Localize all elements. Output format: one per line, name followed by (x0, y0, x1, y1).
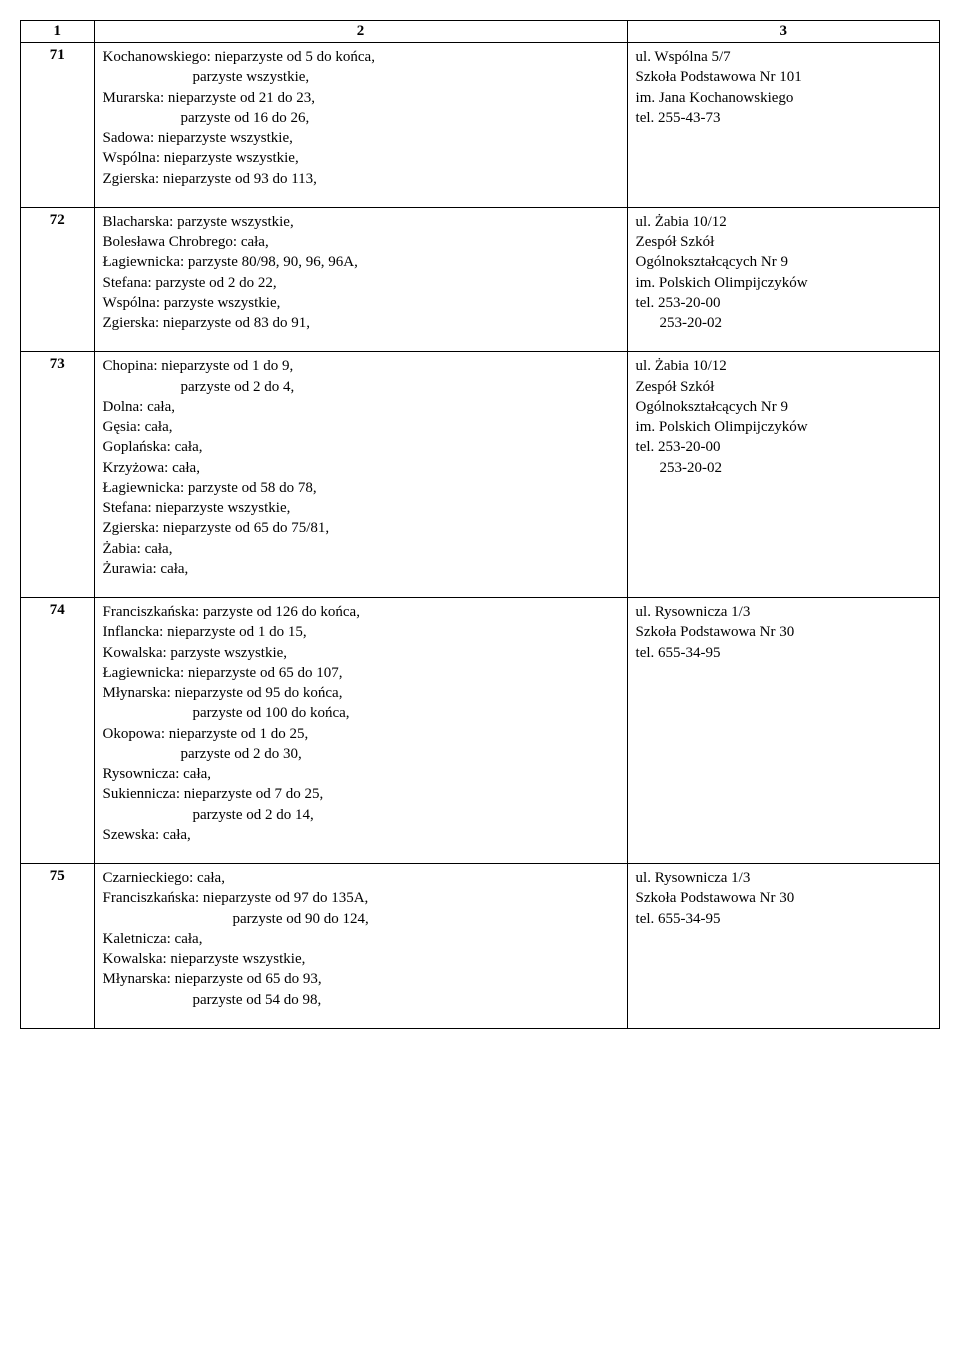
row-number: 72 (21, 207, 95, 352)
address-line: ul. Wspólna 5/7 (636, 47, 931, 67)
address-line: im. Polskich Olimpijczyków (636, 273, 931, 293)
description-line: Żabia: cała, (103, 539, 619, 559)
description-line: Zgierska: nieparzyste od 65 do 75/81, (103, 518, 619, 538)
description-line: Rysownicza: cała, (103, 764, 619, 784)
address-line: Szkoła Podstawowa Nr 30 (636, 622, 931, 642)
address-line: ul. Żabia 10/12 (636, 356, 931, 376)
table-row: 71 Kochanowskiego: nieparzyste od 5 do ko… (21, 43, 940, 208)
description-line: Łagiewnicka: parzyste 80/98, 90, 96, 96A… (103, 252, 619, 272)
description-line: Żurawia: cała, (103, 559, 619, 579)
row-description: Chopina: nieparzyste od 1 do 9,parzyste … (94, 352, 627, 598)
description-line: parzyste od 54 do 98, (103, 990, 619, 1010)
description-line: Czarnieckiego: cała, (103, 868, 619, 888)
description-line: Młynarska: nieparzyste od 95 do końca, (103, 683, 619, 703)
row-description: Czarnieckiego: cała,Franciszkańska: niep… (94, 864, 627, 1029)
description-line: Stefana: parzyste od 2 do 22, (103, 273, 619, 293)
description-line: Okopowa: nieparzyste od 1 do 25, (103, 724, 619, 744)
description-line: parzyste od 100 do końca, (103, 703, 619, 723)
address-line: Ogólnokształcących Nr 9 (636, 397, 931, 417)
description-line: Wspólna: parzyste wszystkie, (103, 293, 619, 313)
address-line: Zespół Szkół (636, 232, 931, 252)
table-row: 75Czarnieckiego: cała,Franciszkańska: ni… (21, 864, 940, 1029)
address-line: im. Jana Kochanowskiego (636, 88, 931, 108)
description-line: Dolna: cała, (103, 397, 619, 417)
row-number: 71 (21, 43, 95, 208)
header-col-1: 1 (21, 21, 95, 43)
row-address: ul. Żabia 10/12Zespół SzkółOgólnokształc… (627, 207, 939, 352)
address-line: ul. Rysownicza 1/3 (636, 868, 931, 888)
description-line: Blacharska: parzyste wszystkie, (103, 212, 619, 232)
row-number: 74 (21, 598, 95, 864)
description-line: parzyste od 2 do 4, (103, 377, 619, 397)
address-line: im. Polskich Olimpijczyków (636, 417, 931, 437)
description-line: Zgierska: nieparzyste od 93 do 113, (103, 169, 619, 189)
description-line: Kaletnicza: cała, (103, 929, 619, 949)
description-line: Zgierska: nieparzyste od 83 do 91, (103, 313, 619, 333)
description-line: Goplańska: cała, (103, 437, 619, 457)
description-line: Szewska: cała, (103, 825, 619, 845)
table-row: 73Chopina: nieparzyste od 1 do 9,parzyst… (21, 352, 940, 598)
row-description: Kochanowskiego: nieparzyste od 5 do końc… (94, 43, 627, 208)
address-line: Szkoła Podstawowa Nr 101 (636, 67, 931, 87)
description-line: parzyste od 2 do 30, (103, 744, 619, 764)
description-line: Krzyżowa: cała, (103, 458, 619, 478)
description-line: Bolesława Chrobrego: cała, (103, 232, 619, 252)
row-address: ul. Rysownicza 1/3Szkoła Podstawowa Nr 3… (627, 864, 939, 1029)
description-line: Łagiewnicka: parzyste od 58 do 78, (103, 478, 619, 498)
row-address: ul. Wspólna 5/7Szkoła Podstawowa Nr 101i… (627, 43, 939, 208)
row-number: 75 (21, 864, 95, 1029)
address-line: 253-20-02 (636, 313, 931, 333)
description-line: parzyste od 16 do 26, (103, 108, 619, 128)
address-line: tel. 655-34-95 (636, 909, 931, 929)
table-body: 71 Kochanowskiego: nieparzyste od 5 do ko… (21, 43, 940, 1029)
description-line: parzyste od 90 do 124, (103, 909, 619, 929)
description-line: Kochanowskiego: nieparzyste od 5 do końc… (103, 47, 619, 67)
address-line: tel. 253-20-00 (636, 293, 931, 313)
row-address: ul. Rysownicza 1/3Szkoła Podstawowa Nr 3… (627, 598, 939, 864)
description-line: Kowalska: nieparzyste wszystkie, (103, 949, 619, 969)
description-line: parzyste od 2 do 14, (103, 805, 619, 825)
description-line: Franciszkańska: nieparzyste od 97 do 135… (103, 888, 619, 908)
row-number: 73 (21, 352, 95, 598)
address-line: Zespół Szkół (636, 377, 931, 397)
row-description: Franciszkańska: parzyste od 126 do końca… (94, 598, 627, 864)
header-col-2: 2 (94, 21, 627, 43)
description-line: Inflancka: nieparzyste od 1 do 15, (103, 622, 619, 642)
description-line: Wspólna: nieparzyste wszystkie, (103, 148, 619, 168)
description-line: Kowalska: parzyste wszystkie, (103, 643, 619, 663)
address-line: tel. 255-43-73 (636, 108, 931, 128)
row-address: ul. Żabia 10/12Zespół SzkółOgólnokształc… (627, 352, 939, 598)
header-col-3: 3 (627, 21, 939, 43)
description-line: Łagiewnicka: nieparzyste od 65 do 107, (103, 663, 619, 683)
description-line: Franciszkańska: parzyste od 126 do końca… (103, 602, 619, 622)
address-line: Szkoła Podstawowa Nr 30 (636, 888, 931, 908)
description-line: Murarska: nieparzyste od 21 do 23, (103, 88, 619, 108)
table-row: 74 Franciszkańska: parzyste od 126 do koń… (21, 598, 940, 864)
description-line: Stefana: nieparzyste wszystkie, (103, 498, 619, 518)
description-line: Chopina: nieparzyste od 1 do 9, (103, 356, 619, 376)
address-line: ul. Rysownicza 1/3 (636, 602, 931, 622)
row-description: Blacharska: parzyste wszystkie,Bolesława… (94, 207, 627, 352)
table-row: 72Blacharska: parzyste wszystkie,Bolesła… (21, 207, 940, 352)
address-line: ul. Żabia 10/12 (636, 212, 931, 232)
table-header-row: 1 2 3 (21, 21, 940, 43)
description-line: Sadowa: nieparzyste wszystkie, (103, 128, 619, 148)
description-line: Gęsia: cała, (103, 417, 619, 437)
address-line: tel. 253-20-00 (636, 437, 931, 457)
description-line: parzyste wszystkie, (103, 67, 619, 87)
address-line: Ogólnokształcących Nr 9 (636, 252, 931, 272)
address-line: 253-20-02 (636, 458, 931, 478)
address-line: tel. 655-34-95 (636, 643, 931, 663)
description-line: Młynarska: nieparzyste od 65 do 93, (103, 969, 619, 989)
description-line: Sukiennicza: nieparzyste od 7 do 25, (103, 784, 619, 804)
document-table: 1 2 3 71 Kochanowskiego: nieparzyste od 5… (20, 20, 940, 1029)
